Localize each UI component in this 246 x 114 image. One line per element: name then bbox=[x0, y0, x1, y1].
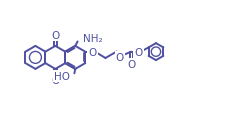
Text: O: O bbox=[127, 60, 135, 69]
Text: HO: HO bbox=[54, 72, 70, 82]
Text: NH₂: NH₂ bbox=[83, 34, 103, 44]
Text: O: O bbox=[135, 47, 143, 57]
Text: O: O bbox=[116, 52, 124, 62]
Text: O: O bbox=[51, 75, 60, 85]
Text: O: O bbox=[51, 31, 60, 41]
Text: O: O bbox=[89, 47, 97, 57]
